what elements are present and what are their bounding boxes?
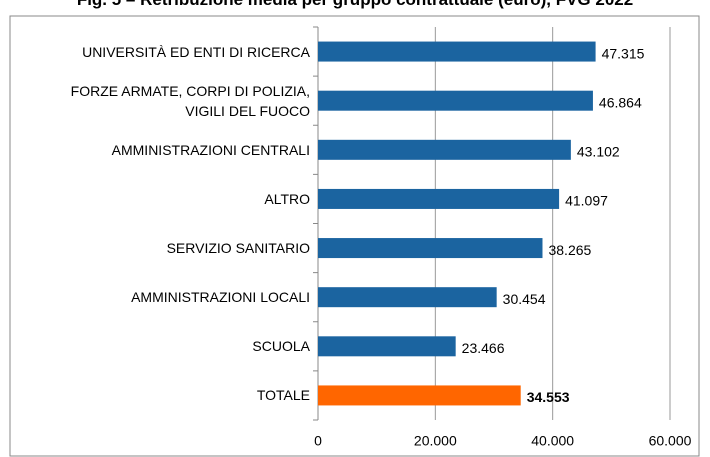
y-tick-label: UNIVERSITÀ ED ENTI DI RICERCA	[82, 43, 310, 60]
y-tick-label: AMMINISTRAZIONI LOCALI	[131, 289, 310, 306]
y-tick-label: ALTRO	[264, 190, 310, 207]
bar	[318, 287, 497, 308]
x-tick-label: 40.000	[531, 433, 574, 449]
y-tick-label: TOTALE	[256, 387, 310, 404]
x-tick-label: 0	[314, 433, 322, 449]
value-label: 38.265	[548, 242, 591, 258]
bar	[318, 90, 593, 111]
chart-title: Fig. 5 – Retribuzione media per gruppo c…	[0, 0, 710, 10]
value-label: 23.466	[462, 340, 505, 356]
value-label: 47.315	[602, 45, 645, 61]
value-label: 30.454	[503, 291, 546, 307]
value-label: 41.097	[565, 193, 608, 209]
value-label: 43.102	[577, 144, 620, 160]
y-tick-label: AMMINISTRAZIONI CENTRALI	[111, 141, 310, 158]
bar	[318, 41, 596, 62]
bar	[318, 139, 571, 160]
bar	[318, 336, 456, 357]
y-tick-label: SCUOLA	[252, 338, 310, 355]
y-tick-label: SERVIZIO SANITARIO	[166, 240, 310, 257]
value-label: 34.553	[527, 389, 570, 405]
chart-border	[9, 15, 700, 457]
y-tick-label: FORZE ARMATE, CORPI DI POLIZIA, VIGILI D…	[70, 82, 310, 119]
bar	[318, 385, 521, 406]
bar	[318, 188, 560, 209]
x-tick-label: 60.000	[649, 433, 692, 449]
value-label: 46.864	[599, 94, 642, 110]
x-tick-label: 20.000	[414, 433, 457, 449]
bar	[318, 238, 543, 259]
